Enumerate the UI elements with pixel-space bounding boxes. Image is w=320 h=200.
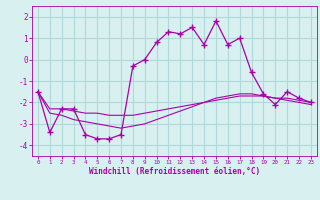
X-axis label: Windchill (Refroidissement éolien,°C): Windchill (Refroidissement éolien,°C) (89, 167, 260, 176)
